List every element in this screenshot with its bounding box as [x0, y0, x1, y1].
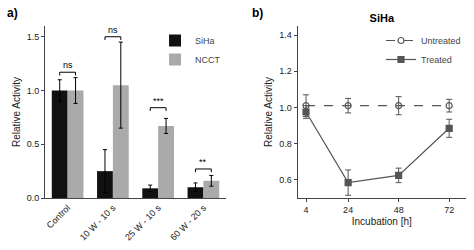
svg-text:60 W - 20 s: 60 W - 20 s: [168, 202, 208, 242]
svg-text:1.0: 1.0: [27, 86, 40, 96]
svg-text:SiHa: SiHa: [195, 36, 215, 46]
svg-text:0.5: 0.5: [27, 139, 40, 149]
svg-text:***: ***: [153, 96, 164, 106]
svg-text:Treated: Treated: [421, 55, 452, 65]
svg-text:1.4: 1.4: [279, 30, 292, 40]
svg-text:ns: ns: [63, 60, 73, 70]
svg-text:10 W - 10 s: 10 W - 10 s: [78, 202, 118, 242]
svg-text:1.2: 1.2: [279, 66, 292, 76]
svg-text:Control: Control: [45, 203, 73, 231]
svg-text:25 W - 10 s: 25 W - 10 s: [123, 202, 163, 242]
svg-text:0.8: 0.8: [279, 139, 292, 149]
svg-text:ns: ns: [108, 25, 118, 35]
svg-text:NCCT: NCCT: [195, 55, 220, 65]
svg-text:4: 4: [304, 205, 309, 215]
svg-text:24: 24: [343, 205, 353, 215]
svg-text:0.6: 0.6: [279, 175, 292, 185]
svg-text:Relative Activity: Relative Activity: [263, 77, 274, 147]
svg-text:0.0: 0.0: [27, 193, 40, 203]
svg-text:1.0: 1.0: [279, 103, 292, 113]
svg-text:1.5: 1.5: [27, 32, 40, 42]
svg-text:SiHa: SiHa: [370, 12, 395, 24]
svg-text:48: 48: [394, 205, 404, 215]
svg-text:Untreated: Untreated: [421, 36, 461, 46]
svg-text:Incubation [h]: Incubation [h]: [352, 216, 412, 227]
svg-text:**: **: [199, 157, 207, 167]
svg-text:72: 72: [444, 205, 454, 215]
svg-text:a): a): [7, 6, 18, 20]
svg-text:Relative Activity: Relative Activity: [11, 77, 22, 147]
svg-text:b): b): [252, 6, 263, 20]
